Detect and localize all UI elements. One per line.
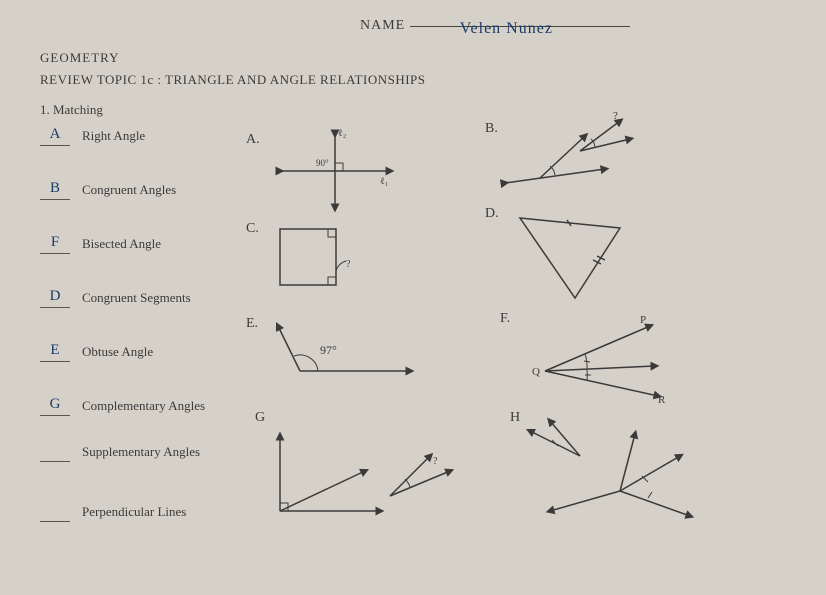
square-icon: ? (250, 221, 360, 296)
diagram-f: F. P Q R (500, 311, 670, 411)
diagram-letter: D. (485, 206, 499, 222)
svg-text:ℓ₁: ℓ₁ (380, 176, 388, 187)
answer-blank: D (40, 288, 70, 308)
name-underline: Velen Nunez (410, 26, 630, 27)
term-label: Right Angle (82, 126, 145, 145)
subject-header: GEOMETRY (40, 50, 786, 66)
term-row: B Congruent Angles (40, 180, 250, 220)
complementary-icon: ? (255, 416, 455, 526)
svg-text:Q: Q (532, 366, 540, 378)
multi-angle-icon (510, 416, 720, 526)
diagram-letter: H (510, 410, 520, 426)
term-row: F Bisected Angle (40, 234, 250, 274)
answer-blank: G (40, 396, 70, 416)
obtuse-angle-icon: 97° (250, 316, 420, 386)
diagram-e: E. 97° (250, 316, 420, 391)
diagram-letter: C. (246, 221, 259, 237)
diagram-letter: E. (246, 316, 258, 332)
term-label: Congruent Segments (82, 288, 191, 307)
topic-header: REVIEW TOPIC 1c : TRIANGLE AND ANGLE REL… (40, 72, 786, 88)
term-row: Supplementary Angles (40, 442, 250, 482)
term-label: Bisected Angle (82, 234, 161, 253)
diagram-letter: A. (246, 132, 260, 148)
triangle-icon (485, 206, 645, 306)
diagram-a: A. ℓ₂ ℓ₁ 90° (250, 126, 400, 221)
term-row: A Right Angle (40, 126, 250, 166)
name-label: NAME (360, 18, 405, 33)
svg-text:?: ? (613, 111, 618, 122)
terms-column: A Right Angle B Congruent Angles F Bisec… (40, 126, 250, 556)
section-title: 1. Matching (40, 102, 786, 118)
term-row: G Complementary Angles (40, 396, 250, 436)
diagram-b: B. ? (485, 111, 645, 206)
answer-blank (40, 442, 70, 462)
student-name: Velen Nunez (460, 20, 553, 38)
svg-text:ℓ₂: ℓ₂ (338, 128, 346, 139)
term-row: E Obtuse Angle (40, 342, 250, 382)
svg-text:P: P (640, 314, 646, 326)
diagram-g: G ? (255, 416, 455, 531)
diagram-c: C. ? (250, 221, 360, 301)
diagrams-area: A. ℓ₂ ℓ₁ 90° B. ? (250, 126, 786, 556)
answer-blank: A (40, 126, 70, 146)
term-label: Perpendicular Lines (82, 502, 186, 521)
diagram-h: H (510, 416, 720, 531)
perpendicular-lines-icon: ℓ₂ ℓ₁ 90° (250, 126, 400, 216)
congruent-angles-icon: ? (485, 111, 645, 201)
term-row: D Congruent Segments (40, 288, 250, 328)
diagram-letter: F. (500, 311, 510, 327)
answer-blank: E (40, 342, 70, 362)
term-label: Complementary Angles (82, 396, 205, 415)
answer-blank: B (40, 180, 70, 200)
svg-text:?: ? (346, 259, 351, 270)
name-field: NAME Velen Nunez (360, 18, 630, 34)
bisected-angle-icon: P Q R (500, 311, 670, 406)
svg-text:90°: 90° (316, 158, 329, 168)
answer-blank (40, 502, 70, 522)
term-label: Congruent Angles (82, 180, 176, 199)
diagram-letter: G (255, 410, 265, 426)
svg-text:?: ? (433, 456, 438, 467)
term-label: Obtuse Angle (82, 342, 153, 361)
diagram-d: D. (485, 206, 645, 311)
svg-text:97°: 97° (320, 343, 337, 357)
term-row: Perpendicular Lines (40, 502, 250, 542)
diagram-letter: B. (485, 121, 498, 137)
term-label: Supplementary Angles (82, 442, 200, 461)
svg-text:R: R (658, 394, 666, 406)
answer-blank: F (40, 234, 70, 254)
